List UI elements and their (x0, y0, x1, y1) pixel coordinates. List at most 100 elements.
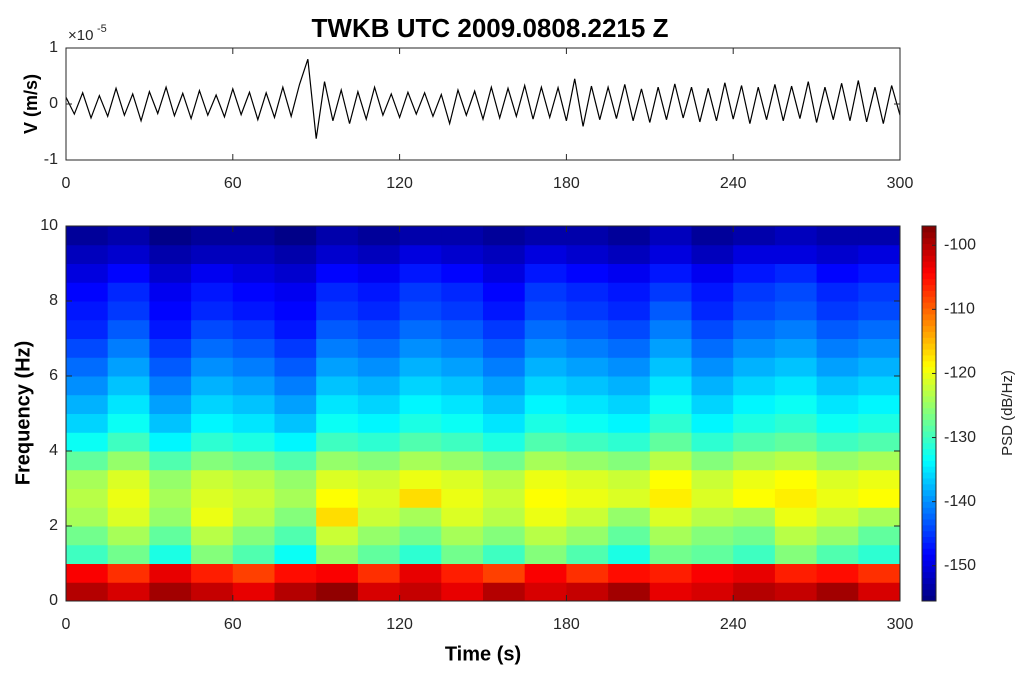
heatmap-cell (608, 507, 651, 527)
heatmap-cell (107, 563, 150, 583)
heatmap-cell (816, 282, 859, 302)
heatmap-cell (107, 507, 150, 527)
heatmap-cell (774, 451, 818, 471)
heatmap-cell (316, 357, 359, 377)
heatmap-cell (66, 301, 109, 321)
heatmap-cell (274, 526, 317, 546)
heatmap-cell (316, 282, 359, 302)
heatmap-cell (441, 301, 484, 321)
heatmap-cell (441, 376, 484, 396)
heatmap-cell (858, 394, 901, 414)
colorbar-segment (922, 513, 936, 520)
heatmap-cell (316, 451, 359, 471)
heatmap-cell (691, 357, 734, 377)
heatmap-cell (733, 432, 776, 452)
heatmap-cell (566, 582, 609, 602)
heatmap-cell (691, 244, 734, 264)
colorbar-segment (922, 255, 936, 262)
heatmap-cell (66, 451, 109, 471)
heatmap-cell (483, 432, 526, 452)
colorbar-segment (922, 530, 936, 538)
heatmap-cell (441, 544, 484, 564)
colorbar-segment (922, 372, 936, 379)
heatmap-cell (232, 507, 275, 527)
heatmap-cell (274, 301, 317, 321)
heatmap-cell (399, 413, 442, 433)
heatmap-cell (774, 282, 818, 302)
heatmap-cell (649, 563, 692, 583)
heatmap-cell (399, 563, 442, 583)
heatmap-cell (733, 544, 776, 564)
heatmap-cell (733, 413, 776, 433)
heatmap-cell (191, 544, 234, 564)
heatmap-cell (774, 488, 818, 508)
heatmap-cell (149, 357, 192, 377)
heatmap-cell (149, 226, 192, 246)
heatmap-cell (774, 413, 818, 433)
heatmap-cell (691, 544, 734, 564)
colorbar-segment (922, 302, 936, 309)
heatmap-cell (691, 413, 734, 433)
heatmap-cell (149, 319, 192, 339)
heatmap-cell (524, 226, 567, 246)
heatmap-cell (316, 394, 359, 414)
colorbar-tick-label: -150 (944, 557, 976, 574)
heatmap-cell (399, 432, 442, 452)
heatmap-cell (774, 376, 818, 396)
heatmap-cell (191, 357, 234, 377)
x-tick-label: 300 (887, 616, 914, 633)
heatmap-cell (232, 338, 275, 358)
colorbar-tick-label: -130 (944, 429, 976, 446)
x-tick-label: 180 (553, 175, 580, 192)
colorbar-segment (922, 524, 936, 532)
heatmap-cell (107, 226, 150, 246)
heatmap-cell (316, 488, 359, 508)
heatmap-cell (649, 226, 692, 246)
heatmap-cell (66, 526, 109, 546)
heatmap-cell (232, 582, 275, 602)
heatmap-cell (274, 563, 317, 583)
heatmap-cell (774, 244, 818, 264)
heatmap-cell (357, 451, 401, 471)
heatmap-cell (483, 507, 526, 527)
heatmap-cell (774, 226, 818, 246)
heatmap-cell (274, 451, 317, 471)
heatmap-cell (441, 488, 484, 508)
heatmap-cell (816, 488, 859, 508)
heatmap-cell (107, 319, 150, 339)
colorbar-segment (922, 226, 936, 233)
heatmap-cell (608, 319, 651, 339)
heatmap-cell (274, 488, 317, 508)
heatmap-cell (816, 394, 859, 414)
heatmap-cell (858, 319, 901, 339)
heatmap-cell (357, 413, 401, 433)
heatmap-cell (774, 432, 818, 452)
heatmap-cell (316, 582, 359, 602)
heatmap-cell (733, 244, 776, 264)
colorbar-segment (922, 542, 936, 549)
heatmap-cell (566, 469, 609, 489)
heatmap-cell (357, 263, 401, 283)
heatmap-cell (524, 432, 567, 452)
heatmap-cell (566, 394, 609, 414)
heatmap-cell (858, 338, 901, 358)
colorbar-segment (922, 337, 936, 344)
heatmap-cell (66, 376, 109, 396)
heatmap-cell (566, 376, 609, 396)
heatmap-cell (858, 507, 901, 527)
heatmap-cell (66, 544, 109, 564)
chart-title: TWKB UTC 2009.0808.2215 Z (312, 13, 669, 43)
heatmap-cell (316, 226, 359, 246)
y-tick-label: 8 (49, 292, 58, 309)
colorbar-segment (922, 431, 936, 438)
heatmap-cell (357, 469, 401, 489)
y-tick-label: -1 (44, 151, 58, 168)
heatmap-cell (566, 301, 609, 321)
heatmap-cell (524, 357, 567, 377)
heatmap-cell (691, 263, 734, 283)
heatmap-cell (649, 357, 692, 377)
heatmap-cell (441, 319, 484, 339)
x-tick-label: 0 (62, 616, 71, 633)
heatmap-cell (149, 394, 192, 414)
colorbar-segment (922, 278, 936, 286)
